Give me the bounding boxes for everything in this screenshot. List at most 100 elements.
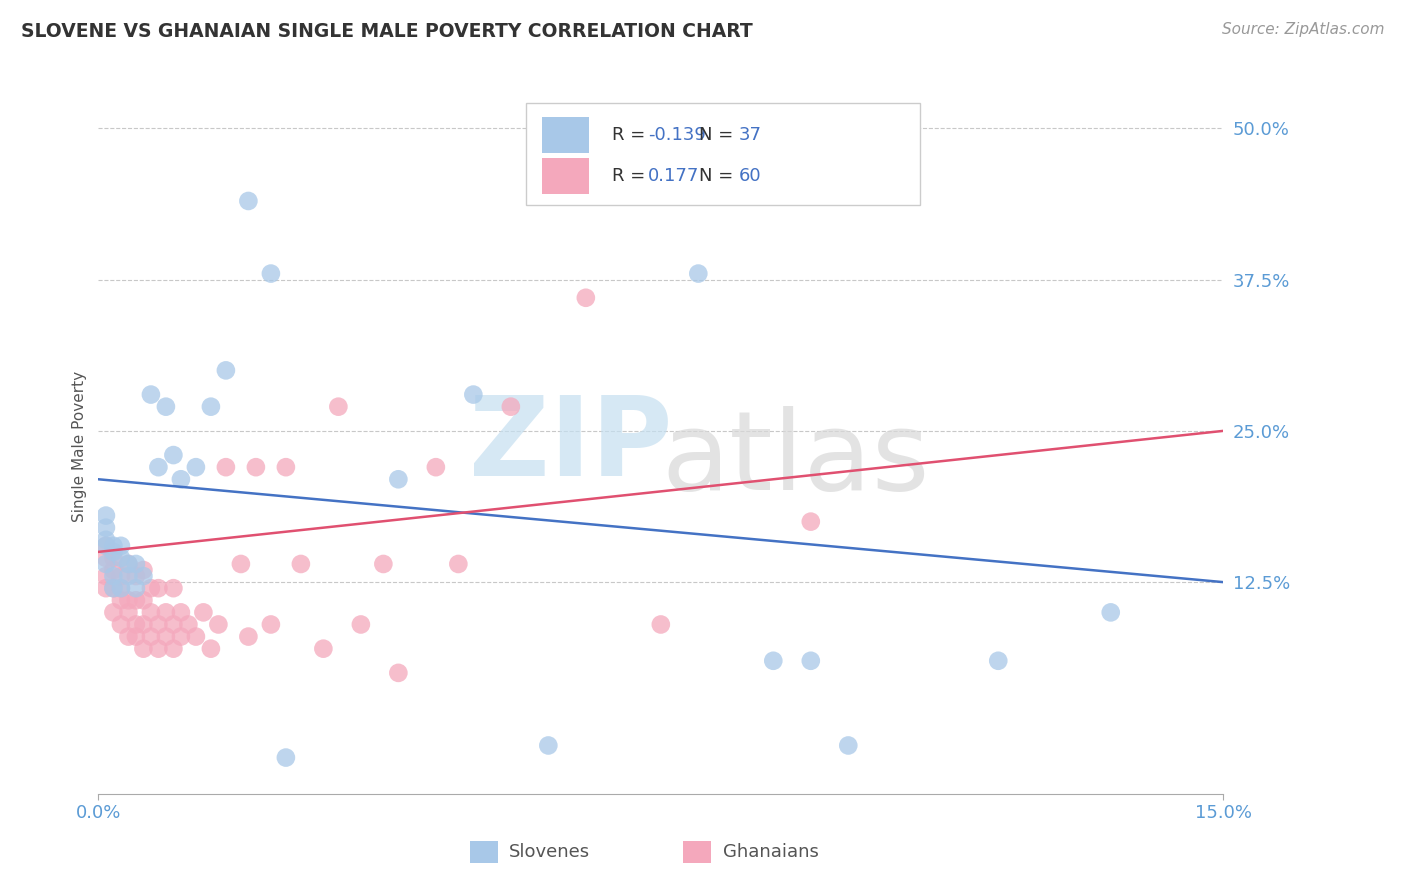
Point — [170, 606, 193, 620]
Point — [103, 581, 125, 595]
Text: atlas: atlas — [662, 407, 929, 514]
Point — [125, 593, 148, 607]
Y-axis label: Single Male Poverty: Single Male Poverty — [72, 370, 87, 522]
Text: SLOVENE VS GHANAIAN SINGLE MALE POVERTY CORRELATION CHART: SLOVENE VS GHANAIAN SINGLE MALE POVERTY … — [21, 22, 752, 41]
Point — [103, 563, 125, 577]
Point — [148, 641, 170, 656]
Point — [117, 557, 139, 571]
Point — [170, 630, 193, 644]
Point — [110, 581, 132, 595]
Point — [132, 563, 155, 577]
Point — [139, 630, 162, 644]
Point — [117, 593, 139, 607]
Point — [110, 569, 132, 583]
Point — [229, 557, 252, 571]
Point — [238, 194, 260, 208]
Point — [117, 606, 139, 620]
Text: Ghanaians: Ghanaians — [723, 843, 818, 861]
Point — [193, 606, 215, 620]
Point — [350, 617, 373, 632]
Point — [103, 606, 125, 620]
Point — [125, 569, 148, 583]
Point — [762, 654, 785, 668]
Point — [274, 460, 297, 475]
Point — [162, 641, 184, 656]
Text: 37: 37 — [738, 127, 762, 145]
Point — [1099, 606, 1122, 620]
Point — [125, 630, 148, 644]
Text: -0.139: -0.139 — [648, 127, 706, 145]
Point — [132, 641, 155, 656]
Point — [94, 539, 117, 553]
Point — [162, 617, 184, 632]
Point — [837, 739, 859, 753]
Point — [94, 508, 117, 523]
Point — [162, 581, 184, 595]
Point — [103, 545, 125, 559]
Point — [94, 569, 117, 583]
Point — [170, 472, 193, 486]
Point — [117, 557, 139, 571]
Point — [139, 387, 162, 401]
Point — [312, 641, 335, 656]
Point — [215, 363, 238, 377]
Point — [177, 617, 200, 632]
Text: 60: 60 — [738, 168, 761, 186]
Point — [94, 550, 117, 565]
Point — [125, 557, 148, 571]
Point — [260, 267, 283, 281]
Point — [139, 606, 162, 620]
Point — [155, 400, 177, 414]
Point — [117, 630, 139, 644]
Point — [103, 569, 125, 583]
Point — [238, 630, 260, 644]
Point — [207, 617, 229, 632]
Point — [94, 539, 117, 553]
Point — [162, 448, 184, 462]
Point — [987, 654, 1010, 668]
Point — [139, 581, 162, 595]
Point — [132, 569, 155, 583]
Point — [148, 460, 170, 475]
Text: 0.177: 0.177 — [648, 168, 699, 186]
Text: ZIP: ZIP — [470, 392, 672, 500]
Point — [215, 460, 238, 475]
Point — [94, 581, 117, 595]
Point — [94, 557, 117, 571]
Point — [110, 539, 132, 553]
Point — [125, 581, 148, 595]
Point — [110, 593, 132, 607]
Text: N =: N = — [699, 127, 740, 145]
Point — [103, 550, 125, 565]
Point — [328, 400, 350, 414]
Point — [688, 267, 710, 281]
Point — [245, 460, 267, 475]
Point — [103, 581, 125, 595]
Point — [132, 617, 155, 632]
Point — [447, 557, 470, 571]
Point — [155, 606, 177, 620]
Point — [184, 630, 207, 644]
Text: N =: N = — [699, 168, 740, 186]
Text: R =: R = — [613, 168, 657, 186]
Text: Slovenes: Slovenes — [509, 843, 591, 861]
Point — [132, 593, 155, 607]
Point — [110, 617, 132, 632]
Point — [499, 400, 522, 414]
Point — [425, 460, 447, 475]
Point — [110, 550, 132, 565]
Point — [94, 521, 117, 535]
Point — [200, 641, 222, 656]
Point — [290, 557, 312, 571]
Point — [274, 750, 297, 764]
Point — [537, 739, 560, 753]
Point — [373, 557, 395, 571]
Point — [125, 617, 148, 632]
Point — [650, 617, 672, 632]
Text: R =: R = — [613, 127, 651, 145]
Point — [103, 539, 125, 553]
Point — [94, 533, 117, 547]
Point — [387, 472, 409, 486]
Point — [148, 581, 170, 595]
Point — [110, 581, 132, 595]
